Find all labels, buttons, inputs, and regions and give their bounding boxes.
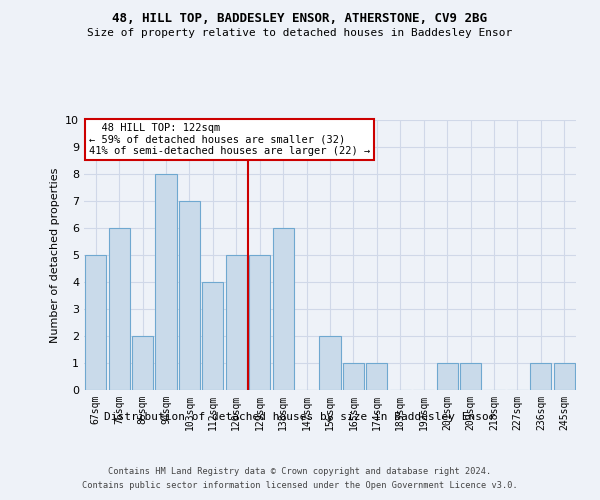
- Bar: [109, 228, 130, 390]
- Bar: [179, 201, 200, 390]
- Bar: [460, 363, 481, 390]
- Bar: [367, 363, 388, 390]
- Bar: [272, 228, 293, 390]
- Bar: [319, 336, 341, 390]
- Bar: [132, 336, 153, 390]
- Bar: [249, 255, 270, 390]
- Y-axis label: Number of detached properties: Number of detached properties: [50, 168, 59, 342]
- Bar: [554, 363, 575, 390]
- Bar: [437, 363, 458, 390]
- Bar: [155, 174, 176, 390]
- Bar: [343, 363, 364, 390]
- Bar: [85, 255, 106, 390]
- Bar: [530, 363, 551, 390]
- Text: 48 HILL TOP: 122sqm  
← 59% of detached houses are smaller (32)
41% of semi-deta: 48 HILL TOP: 122sqm ← 59% of detached ho…: [89, 122, 370, 156]
- Text: 48, HILL TOP, BADDESLEY ENSOR, ATHERSTONE, CV9 2BG: 48, HILL TOP, BADDESLEY ENSOR, ATHERSTON…: [113, 12, 487, 26]
- Text: Distribution of detached houses by size in Baddesley Ensor: Distribution of detached houses by size …: [104, 412, 496, 422]
- Bar: [202, 282, 223, 390]
- Bar: [226, 255, 247, 390]
- Text: Contains HM Land Registry data © Crown copyright and database right 2024.: Contains HM Land Registry data © Crown c…: [109, 468, 491, 476]
- Text: Contains public sector information licensed under the Open Government Licence v3: Contains public sector information licen…: [82, 481, 518, 490]
- Text: Size of property relative to detached houses in Baddesley Ensor: Size of property relative to detached ho…: [88, 28, 512, 38]
